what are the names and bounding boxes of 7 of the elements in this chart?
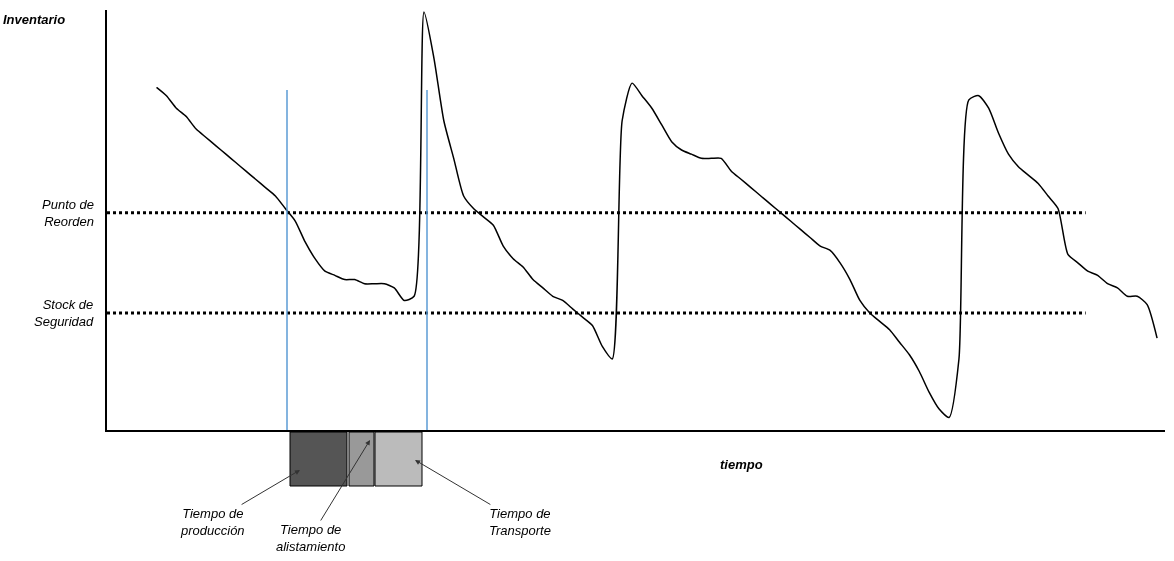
ref-line-label: Stock de Seguridad [34,297,95,329]
text: Tiempo de Transporte [489,506,551,538]
ref-line-label: Punto de Reorden [42,197,95,229]
x-axis-title: tiempo [720,457,763,472]
text: Tiempo de producción [180,506,245,538]
text: Tiempo de alistamiento [276,522,346,554]
text: Inventario [3,12,66,27]
